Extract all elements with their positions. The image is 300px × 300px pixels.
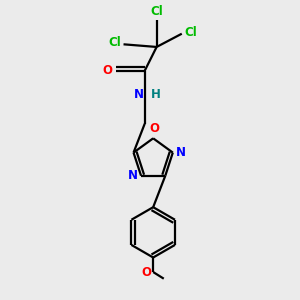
Text: O: O bbox=[142, 266, 152, 279]
Text: Cl: Cl bbox=[184, 26, 197, 39]
Text: O: O bbox=[102, 64, 112, 77]
Text: N: N bbox=[134, 88, 143, 101]
Text: N: N bbox=[128, 169, 138, 182]
Text: O: O bbox=[149, 122, 160, 135]
Text: N: N bbox=[176, 146, 186, 159]
Text: H: H bbox=[151, 88, 160, 101]
Text: Cl: Cl bbox=[108, 37, 121, 50]
Text: Cl: Cl bbox=[150, 5, 163, 18]
